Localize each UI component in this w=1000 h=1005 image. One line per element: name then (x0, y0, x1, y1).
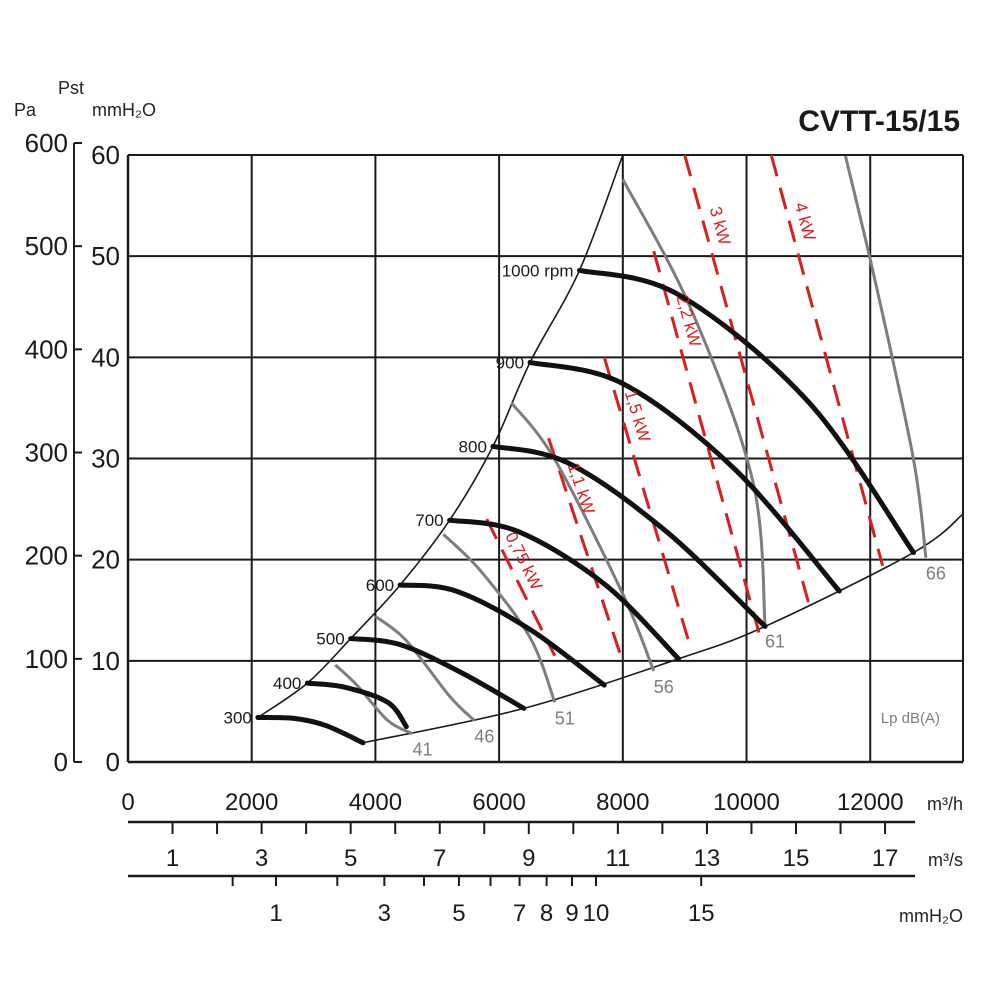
x-tick-m3s: 9 (522, 845, 535, 872)
chart-title: CVTT-15/15 (798, 105, 960, 138)
x-tick-velocity: 1 (269, 900, 282, 927)
rpm-curve-7 (577, 267, 917, 556)
y-tick-mmh2o: 50 (91, 241, 120, 271)
x-tick-m3h: 12000 (837, 789, 904, 816)
y-tick-pa: 200 (25, 541, 68, 571)
y-tick-pa: 300 (25, 438, 68, 468)
y-axis-name: Pst (58, 78, 84, 98)
noise-curves (334, 155, 928, 736)
noise-label: 41 (413, 740, 433, 760)
y-tick-pa: 500 (25, 231, 68, 261)
x-tick-m3h: 10000 (713, 789, 780, 816)
power-curve-2 (602, 356, 693, 650)
stall-boundary-line (257, 154, 624, 719)
power-label: 4 kW (791, 200, 819, 242)
rpm-curve-0 (255, 714, 366, 746)
power-curve-0 (485, 518, 557, 657)
power-label: 3 kW (706, 205, 735, 247)
noise-curve-3 (510, 401, 656, 672)
rpm-curves (255, 267, 917, 746)
noise-label: 51 (555, 708, 575, 728)
rpm-label: 300 (224, 708, 252, 727)
x-tick-m3s: 11 (605, 845, 630, 872)
power-label: 1,1 kW (564, 460, 599, 516)
y-tick-pa: 0 (54, 747, 68, 777)
y-axis-mmh2o-unit: mmH₂O (92, 100, 156, 120)
x-tick-velocity: 3 (378, 900, 391, 927)
y-axis-pa-unit: Pa (14, 100, 37, 120)
rpm-label: 900 (496, 353, 524, 372)
power-curve-1 (547, 437, 625, 663)
y-tick-mmh2o: 60 (91, 140, 120, 170)
x-tick-m3s: 15 (783, 845, 810, 872)
rpm-label: 1000 rpm (502, 261, 574, 280)
x-tick-m3h: 6000 (472, 789, 525, 816)
rpm-curve-1 (304, 680, 409, 730)
rpm-label: 400 (273, 674, 301, 693)
y-tick-mmh2o: 30 (91, 444, 120, 474)
power-curve-5 (769, 154, 885, 567)
x-tick-velocity: 10 (583, 900, 610, 927)
labels: 0,75 kW1,1 kW1,5 kW2,2 kW3 kW 4 kW4146515… (224, 200, 946, 759)
rpm-curve-4 (447, 517, 681, 662)
x-tick-m3s: 7 (433, 845, 446, 872)
noise-axis-label: Lp dB(A) (881, 710, 940, 727)
x-tick-velocity: 7 (513, 900, 526, 927)
rpm-curve-6 (527, 359, 842, 594)
rpm-curve-2 (348, 636, 527, 711)
y-tick-pa: 600 (25, 128, 68, 158)
noise-label: 56 (654, 677, 674, 697)
rpm-curve-5 (490, 443, 768, 629)
rpm-label: 700 (415, 511, 443, 530)
noise-curve-1 (374, 615, 476, 722)
noise-curve-5 (844, 155, 928, 558)
x-tick-m3s: 17 (872, 845, 899, 872)
noise-curve-2 (442, 533, 557, 703)
y-tick-mmh2o: 40 (91, 342, 120, 372)
rpm-label: 500 (316, 630, 344, 649)
x-tick-velocity: 15 (688, 900, 715, 927)
x-axis-unit-m3s: m³/s (928, 850, 963, 870)
x-tick-m3h: 0 (121, 789, 134, 816)
noise-label: 66 (926, 564, 946, 584)
rpm-label: 600 (366, 576, 394, 595)
y-tick-pa: 100 (25, 644, 68, 674)
x-tick-velocity: 5 (452, 900, 465, 927)
x-tick-m3s: 5 (344, 845, 357, 872)
noise-curve-0 (334, 663, 414, 736)
y-tick-mmh2o: 10 (91, 646, 120, 676)
x-tick-velocity: 9 (565, 900, 578, 927)
rpm-curve-3 (397, 582, 607, 688)
noise-label: 46 (474, 727, 494, 747)
power-label: 2,2 kW (673, 293, 705, 349)
system-boundary-line (362, 513, 964, 744)
x-axis-unit-m3h: m³/h (927, 794, 963, 814)
rpm-label: 800 (459, 437, 487, 456)
noise-curve-4 (621, 178, 767, 626)
y-tick-mmh2o: 20 (91, 545, 120, 575)
x-tick-m3h: 8000 (596, 789, 649, 816)
power-curves (485, 154, 885, 663)
x-tick-m3s: 1 (166, 845, 179, 872)
x-tick-velocity: 8 (540, 900, 553, 927)
noise-label: 61 (765, 631, 785, 651)
x-axis-unit-velocity: mmH₂O (899, 906, 963, 926)
x-tick-m3h: 2000 (225, 789, 278, 816)
y-tick-mmh2o: 0 (106, 747, 120, 777)
y-tick-pa: 400 (25, 334, 68, 364)
x-tick-m3s: 13 (694, 845, 721, 872)
x-tick-m3h: 4000 (349, 789, 402, 816)
x-tick-m3s: 3 (255, 845, 268, 872)
